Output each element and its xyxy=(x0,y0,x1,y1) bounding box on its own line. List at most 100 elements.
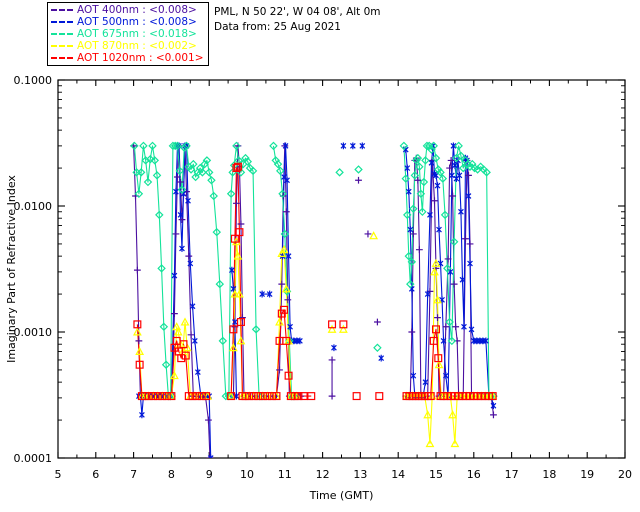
y-axis-label: Imaginary Part of Refractive Index xyxy=(5,175,18,363)
marker-square xyxy=(179,340,188,349)
marker-asterisk xyxy=(349,142,356,150)
marker-diamond xyxy=(155,210,164,220)
marker-triangle xyxy=(450,438,460,448)
x-tick-label: 7 xyxy=(130,468,137,481)
series-line xyxy=(133,145,263,397)
marker-diamond xyxy=(243,157,253,166)
marker-triangle xyxy=(173,327,183,336)
marker-diamond xyxy=(136,168,146,177)
marker-diamond xyxy=(456,151,466,161)
marker-asterisk xyxy=(407,226,414,233)
legend-swatch-aot-1020nm xyxy=(51,57,73,59)
marker-plus xyxy=(414,176,422,184)
x-axis-label: Time (GMT) xyxy=(309,489,374,502)
marker-square xyxy=(133,320,142,329)
marker-triangle xyxy=(180,317,190,326)
marker-plus xyxy=(409,230,417,238)
legend-label-aot-1020nm: AOT 1020nm : <0.001> xyxy=(77,52,204,64)
marker-square xyxy=(488,392,497,401)
markers-aot-1020nm xyxy=(133,162,497,401)
marker-asterisk xyxy=(297,337,303,345)
marker-diamond xyxy=(139,141,148,151)
marker-plus xyxy=(490,411,497,419)
marker-square xyxy=(272,392,281,401)
marker-plus xyxy=(284,296,292,304)
marker-diamond xyxy=(177,185,187,194)
marker-diamond xyxy=(445,317,454,327)
marker-asterisk xyxy=(410,372,417,380)
marker-square xyxy=(339,320,348,329)
marker-plus xyxy=(205,416,212,424)
marker-plus xyxy=(239,314,246,322)
marker-diamond xyxy=(278,189,287,199)
marker-asterisk xyxy=(440,337,447,345)
marker-diamond xyxy=(401,174,411,183)
marker-diamond xyxy=(145,154,155,164)
legend: AOT 400nm : <0.008> AOT 500nm : <0.008> AO… xyxy=(47,2,209,66)
x-tick-label: 15 xyxy=(429,468,443,481)
marker-asterisk xyxy=(207,454,214,458)
marker-diamond xyxy=(421,156,430,165)
marker-square xyxy=(162,392,171,401)
marker-square xyxy=(181,351,190,360)
marker-asterisk xyxy=(433,171,439,179)
marker-square xyxy=(280,305,289,314)
marker-square xyxy=(426,392,435,401)
x-tick-label: 12 xyxy=(316,468,330,481)
legend-swatch-aot-675nm xyxy=(51,33,73,35)
marker-diamond xyxy=(173,141,182,151)
x-tick-label: 17 xyxy=(505,468,519,481)
x-tick-label: 11 xyxy=(278,468,292,481)
marker-diamond xyxy=(180,143,189,152)
marker-plus xyxy=(178,216,186,223)
legend-item-aot-870nm: AOT 870nm : <0.002> xyxy=(51,40,204,52)
marker-diamond xyxy=(422,141,432,151)
marker-triangle xyxy=(448,410,458,419)
marker-asterisk xyxy=(434,182,441,190)
marker-triangle xyxy=(275,317,284,326)
marker-triangle xyxy=(433,295,442,304)
marker-diamond xyxy=(404,251,414,261)
marker-triangle xyxy=(230,289,240,298)
marker-triangle xyxy=(277,248,287,257)
marker-diamond xyxy=(248,166,258,176)
marker-plus xyxy=(434,314,441,322)
marker-asterisk xyxy=(229,266,235,274)
marker-square xyxy=(232,164,241,173)
marker-asterisk xyxy=(171,272,178,280)
marker-diamond xyxy=(447,336,457,346)
marker-square xyxy=(235,228,244,237)
marker-diamond xyxy=(182,141,191,151)
marker-diamond xyxy=(134,189,144,199)
x-tick-label: 18 xyxy=(542,468,556,481)
marker-plus xyxy=(328,356,336,364)
x-tick-label: 8 xyxy=(168,468,175,481)
y-tick-label: 0.1000 xyxy=(14,74,53,87)
marker-plus xyxy=(447,157,455,164)
marker-asterisk xyxy=(139,411,145,419)
marker-square xyxy=(434,354,443,363)
marker-plus xyxy=(177,178,184,186)
x-tick-label: 19 xyxy=(580,468,594,481)
marker-triangle xyxy=(434,360,444,369)
legend-item-aot-675nm: AOT 675nm : <0.018> xyxy=(51,28,204,40)
marker-square xyxy=(177,354,186,363)
marker-square xyxy=(197,392,206,401)
marker-asterisk xyxy=(173,188,179,196)
marker-square xyxy=(352,392,361,401)
marker-diamond xyxy=(438,174,448,183)
marker-plus xyxy=(183,188,190,196)
marker-diamond xyxy=(406,279,415,289)
marker-diamond xyxy=(130,141,139,151)
legend-label-aot-675nm: AOT 675nm : <0.018> xyxy=(77,28,197,40)
marker-asterisk xyxy=(284,176,290,184)
marker-plus xyxy=(237,220,245,228)
x-tick-label: 14 xyxy=(391,468,405,481)
marker-diamond xyxy=(226,189,236,199)
marker-asterisk xyxy=(468,325,475,333)
marker-plus xyxy=(442,323,450,331)
marker-diamond xyxy=(273,159,283,169)
y-tick-label: 0.0010 xyxy=(14,326,53,339)
marker-square xyxy=(149,392,158,401)
marker-triangle xyxy=(170,371,179,380)
